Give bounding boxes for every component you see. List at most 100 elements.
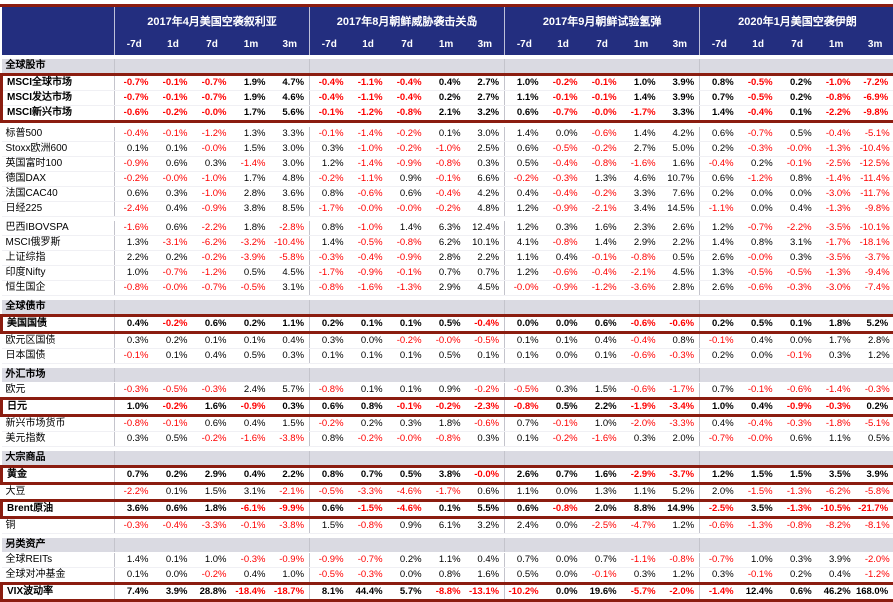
value-cell: -0.8% [583,157,622,172]
value-cell: -0.1% [388,399,427,416]
row-label: Brent原油 [2,501,115,518]
value-cell: 2.6% [505,467,544,484]
value-cell: -21.7% [856,501,893,518]
value-cell: 6.2% [427,236,466,251]
table-row: 大豆-2.2%0.1%1.5%3.1%-2.1%-0.5%-3.3%-4.6%-… [2,484,893,501]
value-cell: 2.3% [622,221,661,236]
value-cell: -3.0% [817,281,856,296]
value-cell: -0.6% [583,127,622,142]
value-cell: 3.8% [427,467,466,484]
table-row: 恒生国企-0.8%-0.0%-0.7%-0.5%3.1%-0.8%-1.6%-1… [2,281,893,296]
value-cell: -0.7% [193,281,232,296]
value-cell: -2.1% [271,484,310,501]
value-cell: 1.0% [622,75,661,91]
value-cell: 1.3% [583,484,622,501]
value-cell: -0.4% [388,91,427,106]
value-cell: -0.2% [505,172,544,187]
value-cell: -0.2% [427,399,466,416]
value-cell: 0.1% [778,106,817,122]
value-cell: 1.1% [271,316,310,333]
row-label: 全球对冲基金 [2,568,115,584]
value-cell: -0.1% [739,568,778,584]
row-label: 欧元 [2,383,115,399]
value-cell: 2.5% [466,142,505,157]
value-cell: 0.1% [310,349,349,364]
value-cell: -0.4% [349,251,388,266]
value-cell: 2.9% [427,281,466,296]
period-header: 3m [271,34,310,55]
value-cell: -0.2% [388,333,427,349]
value-cell: 0.1% [505,333,544,349]
value-cell: -1.5% [739,484,778,501]
value-cell: -0.6% [739,281,778,296]
row-label: MSCI全球市场 [2,75,115,91]
value-cell: -0.2% [427,202,466,217]
value-cell: 0.2% [739,157,778,172]
value-cell: -0.9% [778,399,817,416]
value-cell: 0.1% [115,142,154,157]
section-empty-cell [271,59,310,75]
value-cell: -0.0% [739,432,778,447]
value-cell: 0.3% [193,157,232,172]
table-row: 德国DAX-0.2%-0.0%-1.0%1.7%4.8%-0.2%-1.1%0.… [2,172,893,187]
value-cell: 0.8% [310,221,349,236]
value-cell: 1.2% [700,221,739,236]
value-cell: -2.0% [622,416,661,432]
value-cell: 1.5% [271,416,310,432]
value-cell: 1.8% [193,501,232,518]
row-label: 恒生国企 [2,281,115,296]
section-empty-cell [505,451,544,467]
value-cell: -1.7% [310,266,349,281]
value-cell: -0.0% [193,106,232,122]
value-cell: 0.2% [700,316,739,333]
value-cell: 7.6% [661,187,700,202]
value-cell: 0.1% [232,333,271,349]
value-cell: 0.3% [466,432,505,447]
value-cell: -1.0% [427,142,466,157]
value-cell: -0.5% [739,266,778,281]
section-empty-cell [505,538,544,553]
value-cell: -1.1% [349,75,388,91]
value-cell: 1.3% [700,266,739,281]
value-cell: 4.1% [505,236,544,251]
value-cell: 6.3% [427,221,466,236]
value-cell: -0.2% [193,568,232,584]
value-cell: 0.0% [544,127,583,142]
value-cell: 0.5% [739,316,778,333]
value-cell: -0.3% [232,553,271,568]
value-cell: 0.2% [427,91,466,106]
value-cell: -0.7% [544,106,583,122]
value-cell: 0.9% [388,172,427,187]
value-cell: 0.3% [115,333,154,349]
value-cell: -8.2% [817,518,856,534]
value-cell: 5.6% [271,106,310,122]
value-cell: 2.6% [661,221,700,236]
value-cell: -1.5% [349,501,388,518]
value-cell: -0.5% [466,333,505,349]
section-empty-cell [622,300,661,316]
value-cell: 0.1% [115,568,154,584]
section-empty-cell [661,300,700,316]
value-cell: 5.2% [661,484,700,501]
section-empty-cell [232,300,271,316]
value-cell: -0.4% [583,266,622,281]
value-cell: 10.7% [661,172,700,187]
value-cell: -1.2% [193,266,232,281]
value-cell: -4.6% [388,501,427,518]
section-empty-cell [310,368,349,383]
value-cell: 0.4% [505,187,544,202]
value-cell: -0.1% [310,106,349,122]
value-cell: 0.6% [193,416,232,432]
value-cell: 0.5% [154,432,193,447]
section-empty-cell [505,59,544,75]
section-empty-cell [466,59,505,75]
value-cell: -0.4% [310,75,349,91]
value-cell: 2.0% [700,484,739,501]
period-header: 1d [544,34,583,55]
section-empty-cell [856,538,893,553]
value-cell: 1.8% [817,316,856,333]
value-cell: 1.9% [232,91,271,106]
